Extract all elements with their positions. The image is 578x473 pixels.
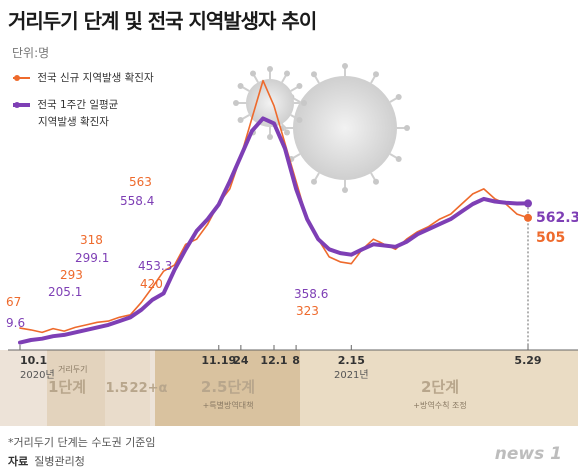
page-title: 거리두기 단계 및 전국 지역발생자 추이	[8, 9, 317, 33]
virus-spike-tip	[237, 83, 244, 89]
x-tick-label: 10.1	[20, 354, 47, 367]
series-line-0	[19, 79, 529, 334]
x-tick-label: 5.29	[514, 354, 541, 367]
x-tick-label: 2.15	[338, 354, 365, 367]
x-tick-label: 12.1	[260, 354, 287, 367]
footnote: *거리두기 단계는 수도권 기준임	[8, 436, 156, 449]
stage-label-3: 2+α	[139, 381, 168, 396]
virus-spike-tip	[296, 117, 303, 123]
data-label: 67	[6, 295, 21, 309]
stage-band-3	[132, 350, 150, 426]
legend-item-weekly-avg: 전국 1주간 일평균	[12, 97, 118, 112]
stage-band-4	[150, 350, 155, 426]
virus-spike-tip	[301, 100, 307, 106]
virus-spike-tip	[395, 94, 402, 100]
virus-spike-tip	[284, 129, 290, 136]
virus-spike-tip	[237, 117, 244, 123]
stage-band-2	[105, 350, 132, 426]
data-label: 318	[80, 233, 103, 247]
data-label: 505	[536, 230, 565, 246]
virus-spike-tip	[296, 83, 303, 89]
data-label: 562.3	[536, 210, 578, 226]
stage-label-4: 2.5단계	[201, 378, 255, 396]
virus-spike-tip	[311, 71, 317, 78]
x-tick-label: 11.19	[201, 354, 236, 367]
data-label: 9.6	[6, 316, 25, 330]
stage-label-2: 2	[129, 381, 138, 396]
virus-illustration	[233, 63, 410, 193]
stage-band-1	[47, 350, 105, 426]
stage-label-5: 2단계	[421, 378, 459, 396]
virus-icon	[233, 66, 307, 140]
legend-label-weekly-avg: 전국 1주간 일평균	[37, 99, 119, 111]
news1-logo: news 1	[494, 444, 562, 464]
stage-band: 1단계 1.5 2 2+α 2.5단계 +특별방역대책 2단계 +방역수칙 조정 거리두기	[0, 350, 578, 426]
legend-label-weekly-avg-line2: 지역발생 확진자	[38, 116, 109, 128]
source-line: 자료 질병관리청	[8, 453, 85, 469]
data-label: 293	[60, 268, 83, 282]
virus-spike-tip	[284, 70, 290, 77]
stage-band-6	[300, 350, 578, 426]
virus-spike-tip	[342, 63, 348, 69]
virus-icon-large	[280, 63, 410, 193]
virus-spike-tip	[250, 70, 256, 77]
virus-spike-tip	[233, 100, 239, 106]
virus-spike-tip	[267, 134, 273, 140]
stage-sub-5: +방역수칙 조정	[413, 400, 466, 410]
x-tick-label: 8	[292, 354, 300, 367]
stage-sub-4: +특별방역대책	[203, 400, 254, 410]
data-label: 563	[129, 175, 152, 189]
data-label: 205.1	[48, 285, 82, 299]
virus-spike-tip	[311, 178, 317, 185]
x-tick-year: 2020년	[20, 369, 55, 381]
virus-spike-tip	[373, 71, 379, 78]
data-label: 323	[296, 304, 319, 318]
virus-spike-tip	[395, 156, 402, 162]
series-line-1	[18, 116, 530, 345]
virus-body	[293, 76, 397, 180]
series-lines	[18, 79, 532, 345]
stage-band-5	[155, 350, 300, 426]
stage-label-1: 1.5	[105, 381, 128, 396]
data-label: 420	[140, 277, 163, 291]
x-tick-label: 24	[233, 354, 249, 367]
data-label: 358.6	[294, 287, 328, 301]
data-label: 558.4	[120, 194, 154, 208]
source-label: 자료	[8, 455, 29, 468]
virus-spike-tip	[267, 66, 273, 72]
data-label: 453.3	[138, 259, 172, 273]
source-value: 질병관리청	[34, 455, 85, 468]
end-point-weekly-avg	[524, 199, 532, 208]
unit-label: 단위:명	[12, 46, 50, 60]
virus-body	[246, 79, 294, 127]
stage-label-0: 1단계	[48, 378, 86, 396]
end-point-new-cases	[524, 213, 532, 222]
legend-label-new-cases: 전국 신규 지역발생 확진자	[37, 72, 154, 84]
stage-band-0	[0, 350, 47, 426]
stage-header: 거리두기	[58, 365, 87, 374]
virus-spike-tip	[373, 178, 379, 185]
virus-spike-tip	[404, 125, 410, 131]
data-label: 299.1	[75, 251, 109, 265]
data-labels: 67 9.6 293 205.1 318 299.1 453.3 420 563 558.4 358…	[6, 175, 578, 330]
legend-item-new-cases: 전국 신규 지역발생 확진자	[12, 70, 154, 85]
virus-spike-tip	[342, 187, 348, 193]
x-tick-year: 2021년	[334, 369, 369, 381]
